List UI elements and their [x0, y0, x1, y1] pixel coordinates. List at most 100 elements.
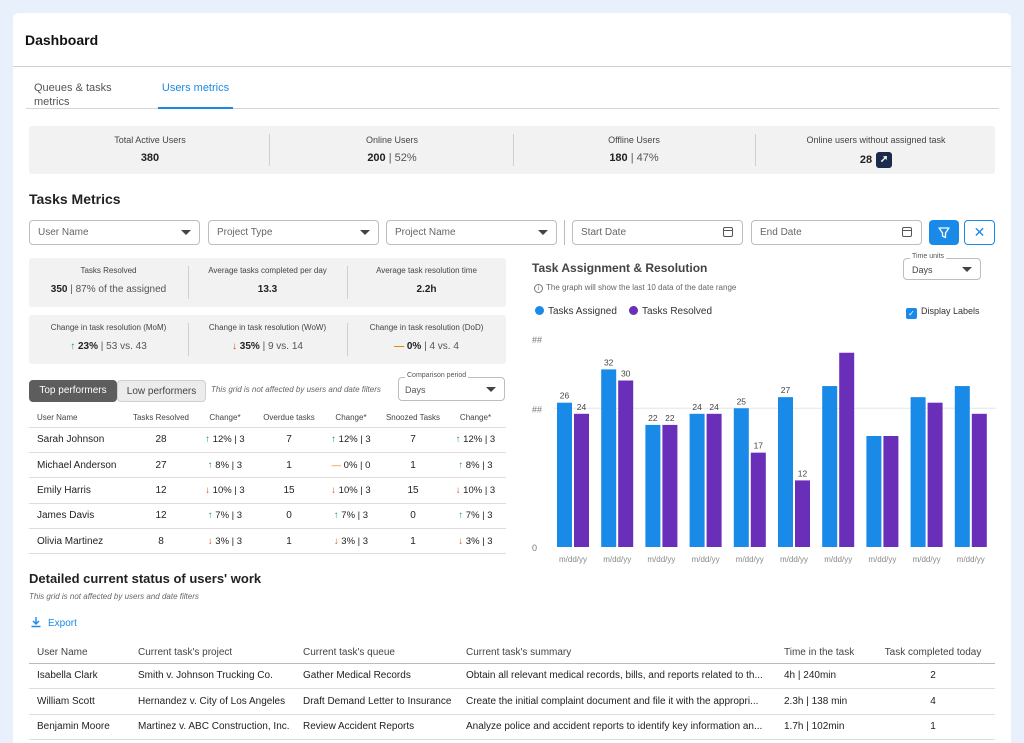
value-cell: 1 [381, 452, 445, 479]
column-header[interactable]: User Name [29, 642, 130, 664]
table-row[interactable]: William Scott Hernandez v. City of Los An… [29, 688, 995, 715]
table-row[interactable]: Olivia Martinez 8 ↓ 3% | 3 1 ↓ 3% | 3 1 ↓ 3% |… [29, 528, 506, 555]
value-cell: 15 [381, 477, 445, 504]
change-cell: ↓ 10% | 3 [445, 477, 506, 504]
column-header[interactable]: User Name [29, 409, 129, 428]
column-header[interactable]: Current task's project [130, 642, 295, 664]
dash-icon: — [331, 459, 342, 471]
time-units-dropdown[interactable]: Time units Days [903, 253, 981, 280]
performers-table: User Name Tasks Resolved Change* Overdue… [29, 409, 506, 555]
metric-avg-resolution-time: Average task resolution time 2.2h [347, 258, 506, 307]
table-row[interactable]: Emily Harris 12 ↓ 10% | 3 15 ↓ 10% | 3 15 ↓ 10… [29, 477, 506, 504]
project-type-dropdown[interactable]: Project Type [208, 220, 379, 245]
calendar-icon[interactable] [902, 227, 912, 237]
bar-resolved [574, 413, 589, 547]
bar-assigned [733, 408, 749, 547]
change-cell: ↑ 12% | 3 [193, 427, 257, 453]
chevron-down-icon [360, 230, 370, 235]
table-row[interactable]: Michael Anderson 27 ↑ 8% | 3 1— 0% | 0 1 ↑ 8%… [29, 452, 506, 479]
summary-value: 380 [140, 152, 160, 164]
legend-item-assigned[interactable]: Tasks Assigned [535, 306, 617, 317]
table-row[interactable]: Benjamin Moore Martinez v. ABC Constructi… [29, 714, 995, 740]
metric-label: Change in task resolution (MoM) [50, 323, 167, 332]
column-header[interactable]: Overdue tasks [257, 409, 321, 428]
metric-value: 35% [239, 341, 260, 352]
column-header[interactable]: Change* [321, 409, 381, 428]
comparison-period-dropdown[interactable]: Comparison period Days [398, 372, 505, 401]
end-date-field[interactable]: End Date [751, 220, 922, 245]
arrow-down-icon: ↓ [205, 484, 211, 496]
column-header[interactable]: Task completed today [871, 642, 995, 664]
arrow-down-icon: ↓ [232, 341, 237, 352]
legend-item-resolved[interactable]: Tasks Resolved [629, 306, 712, 317]
bar-assigned [557, 402, 572, 547]
arrow-up-icon: ↑ [331, 434, 337, 446]
divider [347, 323, 348, 356]
column-header[interactable]: Tasks Resolved [129, 409, 193, 428]
divider [188, 266, 189, 299]
value-cell: 1 [257, 528, 321, 555]
value-cell: 7 [381, 427, 445, 453]
change-value: 7% | 3 [338, 510, 369, 522]
users-summary-bar: Total Active Users 380 Online Users 200 … [29, 126, 995, 174]
bar-resolved [839, 352, 855, 547]
arrow-down-icon: ↓ [333, 535, 339, 547]
change-value: 3% | 3 [338, 535, 369, 547]
tab-queues-tasks-metrics[interactable]: Queues & tasks metrics [34, 82, 112, 108]
value-cell: 8 [129, 528, 193, 555]
change-value: 8% | 3 [212, 459, 243, 471]
data-label: 27 [781, 385, 791, 395]
column-header[interactable]: Change* [445, 409, 506, 428]
user-name-cell: Sarah Johnson [29, 427, 129, 453]
top-performers-button[interactable]: Top performers [29, 380, 117, 402]
table-row[interactable]: Sarah Johnson 28 ↑ 12% | 3 7 ↑ 12% | 3 7 ↑ 12%… [29, 427, 506, 453]
summary-value: 180 [609, 152, 628, 164]
bar-resolved [927, 402, 943, 547]
x-tick-label: m/dd/yy [824, 555, 852, 564]
assign-task-icon[interactable]: ➚ [876, 152, 893, 168]
metric-label: Change in task resolution (DoD) [369, 323, 484, 332]
x-tick-label: m/dd/yy [913, 555, 941, 564]
column-header[interactable]: Snoozed Tasks [381, 409, 445, 428]
data-label: 24 [709, 402, 719, 412]
low-performers-button[interactable]: Low performers [117, 380, 206, 402]
summary-online-without-task: Online users without assigned task 28 ➚ [755, 126, 997, 174]
column-header[interactable]: Current task's summary [458, 642, 776, 664]
bar-resolved [883, 436, 899, 547]
done-cell: 1 [871, 714, 995, 740]
start-date-field[interactable]: Start Date [572, 220, 743, 245]
column-header[interactable]: Change* [193, 409, 257, 428]
project-cell: Smith v. Johnson Trucking Co. [130, 663, 295, 689]
column-header[interactable]: Current task's queue [295, 642, 458, 664]
summary-label: Total Active Users [114, 135, 186, 145]
table-row[interactable]: Isabella Clark Smith v. Johnson Trucking … [29, 663, 995, 689]
data-label: 12 [798, 468, 808, 478]
download-icon [31, 617, 41, 628]
user-name-cell: James Davis [29, 503, 129, 530]
x-tick-label: m/dd/yy [780, 555, 808, 564]
name-cell: Benjamin Moore [29, 714, 130, 740]
tab-users-metrics[interactable]: Users metrics [158, 81, 233, 109]
table-row[interactable]: James Davis 12 ↑ 7% | 3 0 ↑ 7% | 3 0 ↑ 7% | 3 [29, 503, 506, 530]
metric-value: 350 [50, 284, 68, 295]
change-cell: — 0% | 0 [321, 452, 381, 479]
divider [755, 134, 756, 166]
value-cell: 28 [129, 427, 193, 453]
details-table: User Name Current task's project Current… [29, 642, 995, 740]
data-label: 24 [577, 402, 587, 412]
clear-filters-button[interactable]: ✕ [964, 220, 995, 245]
user-name-dropdown[interactable]: User Name [29, 220, 200, 245]
apply-filter-button[interactable] [929, 220, 959, 245]
chart-title: Task Assignment & Resolution [532, 261, 708, 275]
metric-change-dod: Change in task resolution (DoD) — 0% | 4… [347, 315, 506, 364]
change-cell: ↓ 3% | 3 [445, 528, 506, 555]
export-button[interactable]: Export [30, 616, 77, 629]
column-header[interactable]: Time in the task [776, 642, 871, 664]
divider [513, 134, 514, 166]
arrow-up-icon: ↑ [458, 510, 464, 522]
calendar-icon[interactable] [723, 227, 733, 237]
project-name-dropdown[interactable]: Project Name [386, 220, 557, 245]
user-name-cell: Olivia Martinez [29, 528, 129, 555]
change-cell: ↑ 7% | 3 [445, 503, 506, 530]
display-labels-checkbox[interactable]: ✓ Display Labels [906, 306, 980, 319]
